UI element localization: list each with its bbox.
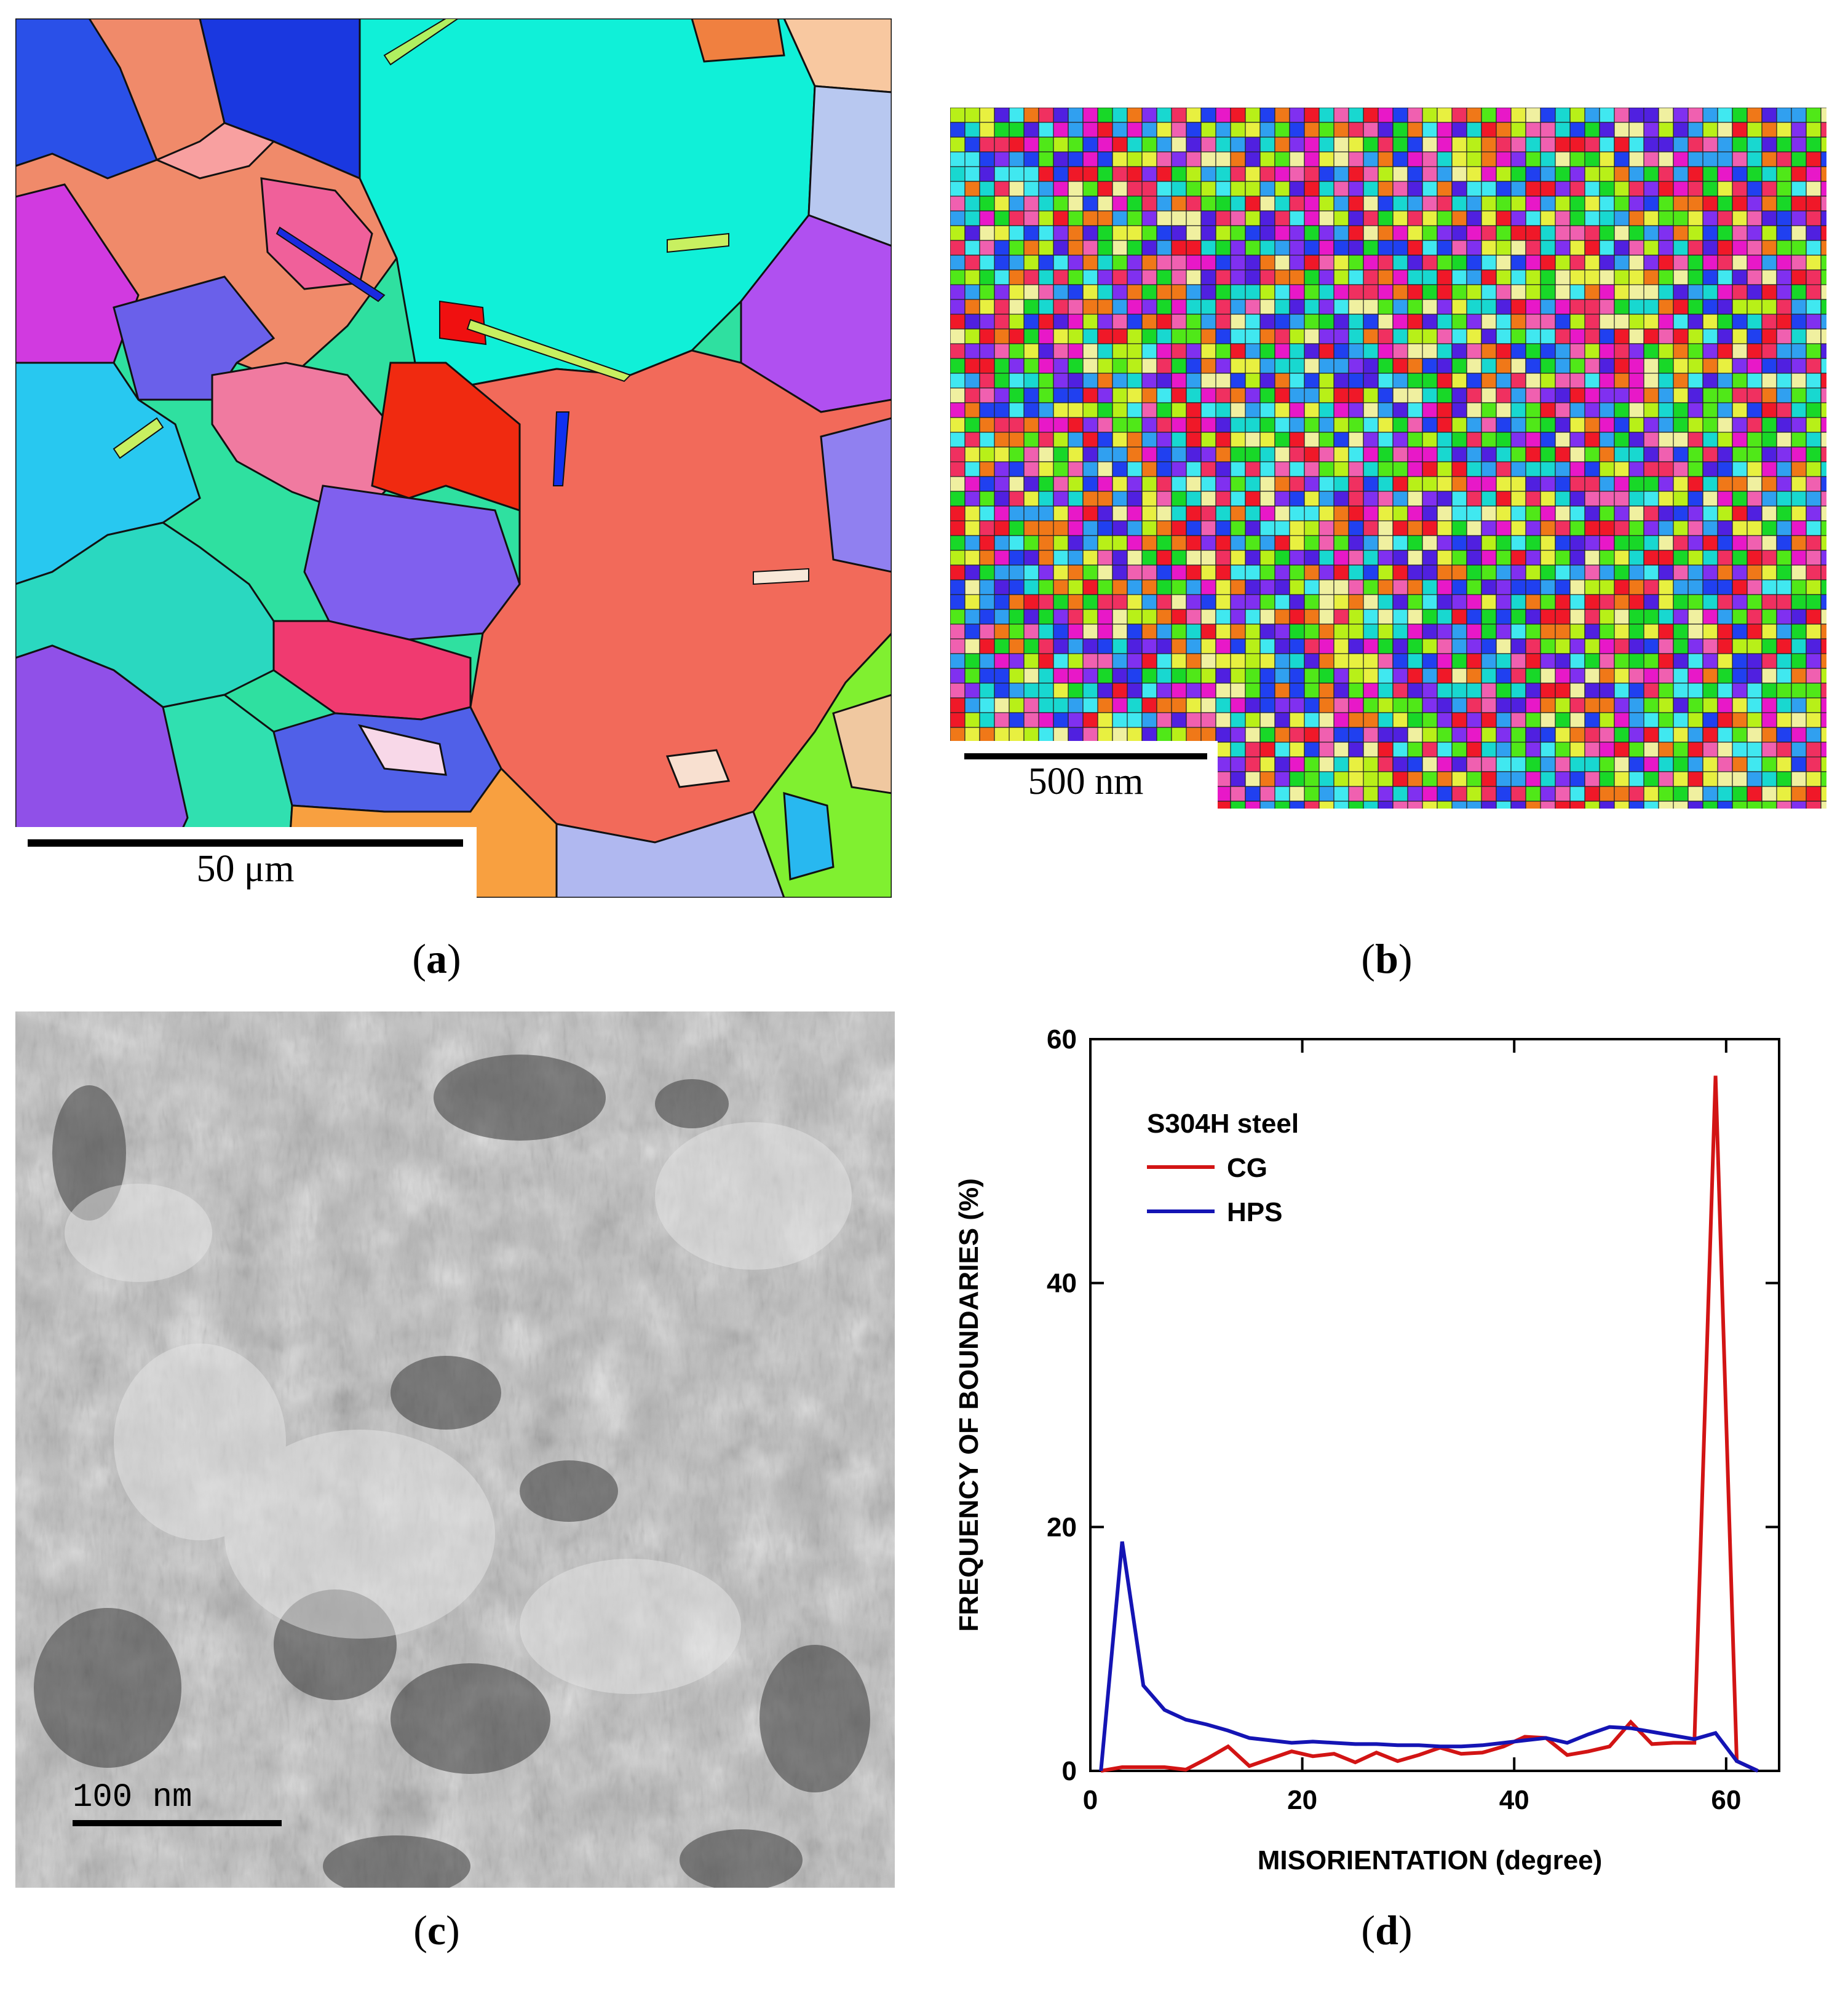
legend-label-hps: HPS — [1227, 1197, 1282, 1227]
scale-bar-label-c: 100 nm — [73, 1779, 192, 1816]
scale-bar-line-c — [73, 1820, 282, 1826]
y-tick-label: 0 — [1062, 1756, 1077, 1786]
x-tick-label: 60 — [1711, 1785, 1741, 1815]
panel-caption-b: (b) — [1361, 935, 1413, 982]
legend-label-cg: CG — [1227, 1153, 1267, 1183]
x-tick-label: 0 — [1083, 1785, 1098, 1815]
caption-label-c: c — [427, 1907, 446, 1953]
scale-bar-line-a — [28, 839, 463, 847]
y-axis-label: FREQUENCY OF BOUNDARIES (%) — [954, 1178, 984, 1631]
ebsd-map-coarse-grain — [15, 18, 892, 898]
y-tick-label: 40 — [1047, 1269, 1077, 1299]
x-tick-label: 40 — [1499, 1785, 1529, 1815]
misorientation-chart: 0 20 40 60 0 20 40 60 FREQUENCY OF BOUNDARIES (… — [950, 1008, 1839, 1882]
y-tick-label: 60 — [1047, 1024, 1077, 1055]
x-axis-label: MISORIENTATION (degree) — [1258, 1845, 1603, 1875]
scale-bar-line-b — [964, 753, 1207, 759]
panel-caption-a: (a) — [412, 935, 461, 982]
legend-title: S304H steel — [1147, 1109, 1299, 1139]
x-tick-label: 20 — [1287, 1785, 1317, 1815]
plot-frame — [1089, 1038, 1780, 1772]
caption-label-a: a — [426, 935, 447, 982]
tem-micrograph — [15, 1011, 895, 1888]
ebsd-map-fine-grain — [950, 108, 1826, 809]
panel-caption-c: (c) — [413, 1907, 460, 1953]
scale-bar-label-b: 500 nm — [1028, 761, 1144, 802]
scale-bar-box-b — [950, 741, 1218, 809]
series-line-hps — [1099, 1541, 1759, 1773]
scale-bar-box-a — [15, 827, 477, 898]
y-tick-label: 20 — [1047, 1512, 1077, 1542]
caption-label-d: d — [1375, 1907, 1398, 1953]
scale-bar-label-a: 50 μm — [196, 848, 295, 890]
caption-label-b: b — [1375, 935, 1398, 982]
series-line-cg — [1100, 1075, 1759, 1773]
panel-caption-d: (d) — [1361, 1907, 1413, 1953]
